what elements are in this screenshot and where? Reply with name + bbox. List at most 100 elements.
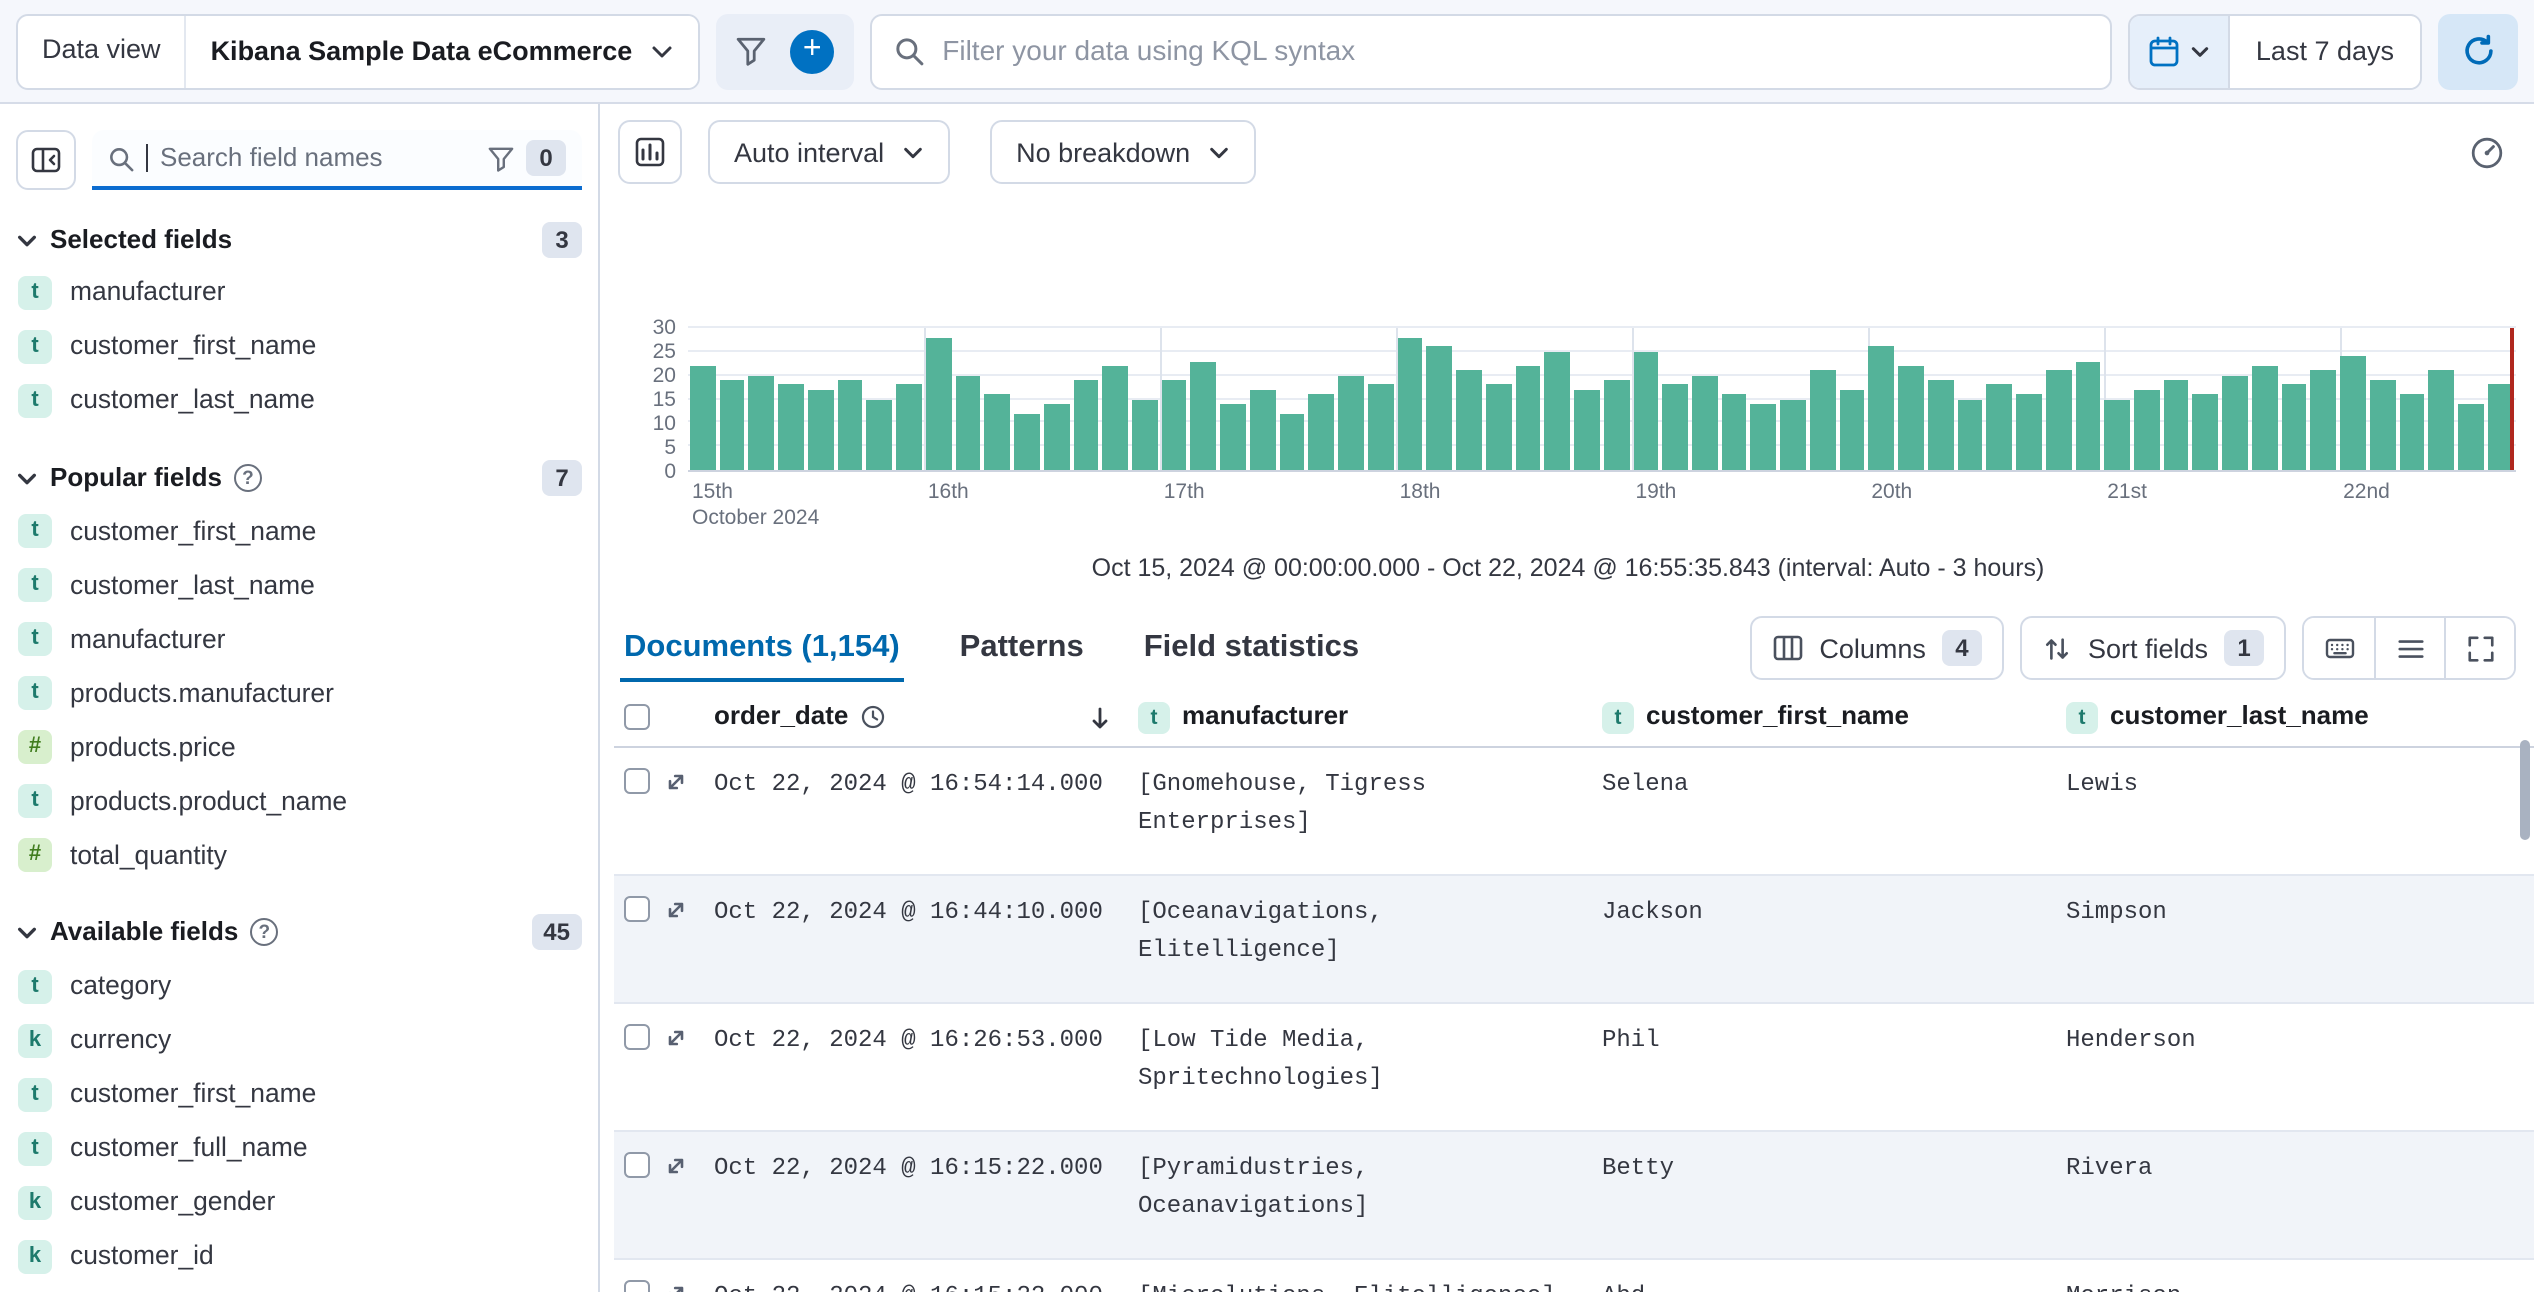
breakdown-selector-button[interactable]: No breakdown: [990, 120, 1257, 184]
table-row[interactable]: Oct 22, 2024 @ 16:15:22.000 [Pyramidustr…: [614, 1132, 2534, 1260]
section-selected-fields: Selected fields 3 t manufacturer t custo…: [0, 222, 598, 428]
cell-customer-first-name[interactable]: Selena: [1602, 770, 1689, 798]
field-name: products.price: [70, 731, 236, 762]
help-icon[interactable]: ?: [250, 918, 279, 947]
expand-row-icon[interactable]: [664, 1154, 688, 1178]
field-name: products.manufacturer: [70, 677, 334, 708]
cell-manufacturer[interactable]: [Oceanavigations, Elitelligence]: [1138, 898, 1383, 964]
help-icon[interactable]: ?: [233, 464, 262, 493]
cell-order-date[interactable]: Oct 22, 2024 @ 16:44:10.000: [714, 898, 1103, 926]
cell-customer-first-name[interactable]: Abd: [1602, 1260, 2066, 1292]
column-label: customer_first_name: [1646, 700, 1909, 731]
row-controls-cell: [614, 1260, 714, 1292]
expand-row-icon[interactable]: [664, 770, 688, 794]
section-header-selected-fields[interactable]: Selected fields 3: [16, 222, 582, 259]
field-item[interactable]: t manufacturer: [0, 266, 598, 320]
cell-order-date[interactable]: Oct 22, 2024 @ 16:15:22.000: [714, 1260, 1138, 1292]
field-filter-icon[interactable]: [488, 145, 514, 171]
fullscreen-button[interactable]: [2444, 618, 2514, 678]
keyboard-shortcuts-button[interactable]: [2304, 618, 2374, 678]
row-checkbox[interactable]: [624, 1024, 650, 1050]
expand-row-icon[interactable]: [664, 898, 688, 922]
cell-customer-first-name[interactable]: Phil: [1602, 1026, 1660, 1054]
cell-order-date[interactable]: Oct 22, 2024 @ 16:15:22.000: [714, 1154, 1103, 1182]
text-cursor: [146, 144, 148, 172]
interval-selector-button[interactable]: Auto interval: [708, 120, 951, 184]
row-checkbox[interactable]: [624, 768, 650, 794]
edit-visualization-button[interactable]: [618, 120, 682, 184]
field-item[interactable]: k customer_gender: [0, 1175, 598, 1229]
row-density-button[interactable]: [2374, 618, 2444, 678]
header-order-date[interactable]: order_date: [714, 699, 1138, 735]
header-manufacturer[interactable]: t manufacturer: [1138, 699, 1602, 735]
cell-customer-last-name[interactable]: Henderson: [2066, 1026, 2196, 1054]
field-item[interactable]: # products.price: [0, 721, 598, 775]
expand-row-icon[interactable]: [664, 1282, 688, 1292]
table-row[interactable]: Oct 22, 2024 @ 16:26:53.000 [Low Tide Me…: [614, 1004, 2534, 1132]
cell-customer-last-name[interactable]: Lewis: [2066, 770, 2139, 798]
cell-customer-last-name[interactable]: Rivera: [2066, 1154, 2153, 1182]
expand-row-icon[interactable]: [664, 1026, 688, 1050]
field-item[interactable]: t products.manufacturer: [0, 667, 598, 721]
date-picker-menu-button[interactable]: [2129, 15, 2230, 87]
select-all-checkbox[interactable]: [624, 704, 650, 730]
cell-manufacturer[interactable]: [Gnomehouse, Tigress Enterprises]: [1138, 770, 1427, 836]
field-item[interactable]: t customer_first_name: [0, 1067, 598, 1121]
histogram-plot[interactable]: [688, 326, 2516, 472]
field-item[interactable]: t customer_first_name: [0, 320, 598, 374]
histogram-bars[interactable]: [688, 328, 2516, 470]
tab-documents[interactable]: Documents (1,154): [620, 614, 904, 682]
cell-order-date[interactable]: Oct 22, 2024 @ 16:54:14.000: [714, 770, 1103, 798]
time-range-button[interactable]: Last 7 days: [2229, 15, 2420, 87]
chart-options-button[interactable]: [2454, 120, 2518, 184]
field-item[interactable]: t manufacturer: [0, 613, 598, 667]
field-type-icon: t: [18, 676, 52, 711]
table-header-row: order_date t manufacturer t customer_fir…: [614, 688, 2534, 748]
cell-order-date[interactable]: Oct 22, 2024 @ 16:26:53.000: [714, 1026, 1103, 1054]
vertical-scrollbar-thumb[interactable]: [2520, 740, 2530, 840]
cell-manufacturer[interactable]: [Microlutions, Elitelligence]: [1138, 1260, 1602, 1292]
cell-customer-last-name[interactable]: Simpson: [2066, 898, 2167, 926]
section-header-available-fields[interactable]: Available fields ? 45: [16, 914, 582, 951]
field-item[interactable]: t category: [0, 959, 598, 1013]
row-checkbox[interactable]: [624, 896, 650, 922]
table-row[interactable]: Oct 22, 2024 @ 16:15:22.000 [Microlution…: [614, 1260, 2534, 1292]
columns-button[interactable]: Columns 4: [1749, 616, 2004, 680]
field-item[interactable]: # total_quantity: [0, 829, 598, 883]
tab-patterns[interactable]: Patterns: [956, 614, 1088, 682]
table-row[interactable]: Oct 22, 2024 @ 16:54:14.000 [Gnomehouse,…: [614, 748, 2534, 876]
gauge-icon: [2469, 135, 2503, 169]
cell-manufacturer[interactable]: [Low Tide Media, Spritechnologies]: [1138, 1026, 1383, 1092]
add-filter-button[interactable]: +: [790, 29, 835, 73]
field-item[interactable]: t customer_full_name: [0, 1121, 598, 1175]
data-view-selector[interactable]: Kibana Sample Data eCommerce: [186, 15, 699, 87]
cell-manufacturer[interactable]: [Pyramidustries, Oceanavigations]: [1138, 1154, 1369, 1220]
sort-fields-button[interactable]: Sort fields 1: [2019, 616, 2286, 680]
field-search-input[interactable]: Search field names 0: [92, 130, 582, 190]
kql-placeholder: Filter your data using KQL syntax: [942, 33, 1356, 66]
section-header-popular-fields[interactable]: Popular fields ? 7: [16, 460, 582, 497]
header-customer-last-name[interactable]: t customer_last_name: [2066, 699, 2534, 735]
saved-query-menu-button[interactable]: [736, 36, 766, 66]
tab-field-statistics[interactable]: Field statistics: [1140, 614, 1363, 682]
row-checkbox[interactable]: [624, 1280, 650, 1292]
table-row[interactable]: Oct 22, 2024 @ 16:44:10.000 [Oceanavigat…: [614, 876, 2534, 1004]
cell-customer-last-name[interactable]: Morrison: [2066, 1260, 2534, 1292]
field-item[interactable]: t customer_last_name: [0, 374, 598, 428]
field-item[interactable]: t customer_first_name: [0, 505, 598, 559]
field-type-icon: t: [1138, 701, 1170, 733]
field-item[interactable]: k currency: [0, 1013, 598, 1067]
field-item[interactable]: t customer_last_name: [0, 559, 598, 613]
sort-descending-icon[interactable]: [1086, 703, 1114, 731]
field-name: total_quantity: [70, 839, 227, 870]
cell-customer-first-name[interactable]: Betty: [1602, 1154, 1675, 1182]
row-checkbox[interactable]: [624, 1152, 650, 1178]
header-customer-first-name[interactable]: t customer_first_name: [1602, 699, 2066, 735]
kql-search-bar[interactable]: Filter your data using KQL syntax: [870, 13, 2112, 89]
cell-customer-first-name[interactable]: Jackson: [1602, 898, 1703, 926]
collapse-sidebar-button[interactable]: [16, 130, 76, 190]
field-item[interactable]: t products.product_name: [0, 775, 598, 829]
field-item[interactable]: k customer_id: [0, 1229, 598, 1283]
refresh-button[interactable]: [2438, 13, 2518, 89]
time-range-control: Last 7 days: [2127, 13, 2422, 89]
